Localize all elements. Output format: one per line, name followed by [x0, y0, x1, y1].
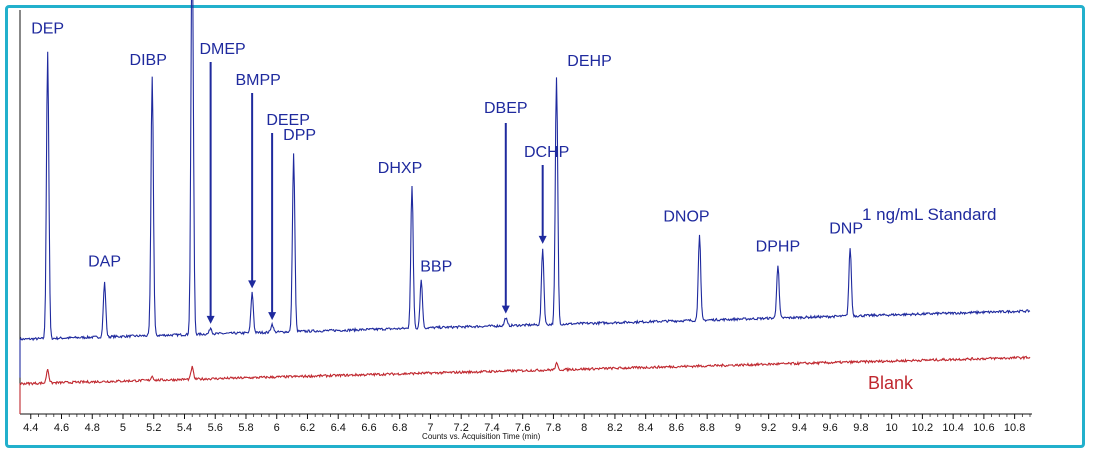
peak-label-dhxp: DHXP [378, 160, 422, 177]
peak-label-dchp: DCHP [524, 144, 569, 161]
peak-label-dap: DAP [88, 253, 121, 270]
x-tick-label: 8.8 [700, 422, 715, 434]
x-tick-label: 6 [274, 422, 280, 434]
x-tick-label: 7.2 [454, 422, 469, 434]
peak-arrowhead [248, 280, 257, 289]
standard-trace [19, 0, 1031, 378]
chart-traces [19, 0, 1031, 414]
peak-label-dphp: DPHP [756, 239, 800, 256]
x-tick-label: 9.2 [761, 422, 776, 434]
x-tick-label: 9 [735, 422, 741, 434]
peak-label-dehp: DEHP [567, 53, 611, 70]
x-tick-label: 4.8 [85, 422, 100, 434]
peak-arrowhead [206, 315, 215, 324]
x-tick-label: 9.8 [853, 422, 868, 434]
peak-label-dmep: DMEP [200, 41, 246, 58]
x-tick-label: 5 [120, 422, 126, 434]
x-tick-label: 10 [886, 422, 898, 434]
x-tick-label: 6.6 [361, 422, 376, 434]
peak-arrowhead [538, 235, 547, 244]
x-tick-label: 4.4 [23, 422, 38, 434]
x-tick-label: 10.4 [942, 422, 963, 434]
x-tick-label: 10.6 [973, 422, 994, 434]
peak-label-bmpp: BMPP [235, 72, 280, 89]
x-tick-label: 6.2 [300, 422, 315, 434]
peak-label-deep: DEEP [266, 112, 310, 129]
x-tick-label: 6.8 [392, 422, 407, 434]
peak-label-dibp: DIBP [130, 52, 167, 69]
peak-label-dbep: DBEP [484, 100, 528, 117]
peak-labels: DEPDAPDIBPDBPDMEPBMPPDEEPDPPDHXPBBPDBEPD… [31, 21, 863, 324]
x-tick-label: 8.2 [607, 422, 622, 434]
legend-standard: 1 ng/mL Standard [862, 205, 997, 224]
x-tick-label: 7.4 [484, 422, 499, 434]
x-tick-label: 8 [581, 422, 587, 434]
x-tick-label: 4.6 [54, 422, 69, 434]
peak-arrowhead [501, 305, 510, 314]
x-tick-label: 10.8 [1004, 422, 1025, 434]
blank-trace [19, 355, 1031, 414]
legend-blank: Blank [868, 373, 914, 393]
x-tick-label: 8.6 [669, 422, 684, 434]
x-tick-label: 6.4 [331, 422, 346, 434]
x-tick-label: 5.6 [208, 422, 223, 434]
x-tick-label: 5.8 [238, 422, 253, 434]
x-tick-label: 9.6 [823, 422, 838, 434]
peak-label-dep: DEP [31, 21, 64, 38]
x-tick-label: 5.2 [146, 422, 161, 434]
x-tick-label: 7.6 [515, 422, 530, 434]
x-axis-ticks: 4.4 4.6 4.8 5 5.2 5.4 5.6 5.8 6 6.2 6.4 6.6 6.8 7 7.2 7… [23, 414, 1031, 434]
x-tick-label: 5.4 [177, 422, 192, 434]
x-tick-label: 7 [427, 422, 433, 434]
x-tick-label: 8.4 [638, 422, 653, 434]
chart-frame [5, 5, 1085, 448]
peak-label-dpp: DPP [283, 127, 316, 144]
peak-label-bbp: BBP [420, 259, 452, 276]
peak-label-dnop: DNOP [663, 208, 709, 225]
x-tick-label: 7.8 [546, 422, 561, 434]
peak-arrowhead [268, 312, 277, 321]
x-axis-label: Counts vs. Acquisition Time (min) [422, 432, 541, 441]
x-tick-label: 10.2 [912, 422, 933, 434]
x-tick-label: 9.4 [792, 422, 807, 434]
peak-label-dnp: DNP [829, 220, 863, 237]
